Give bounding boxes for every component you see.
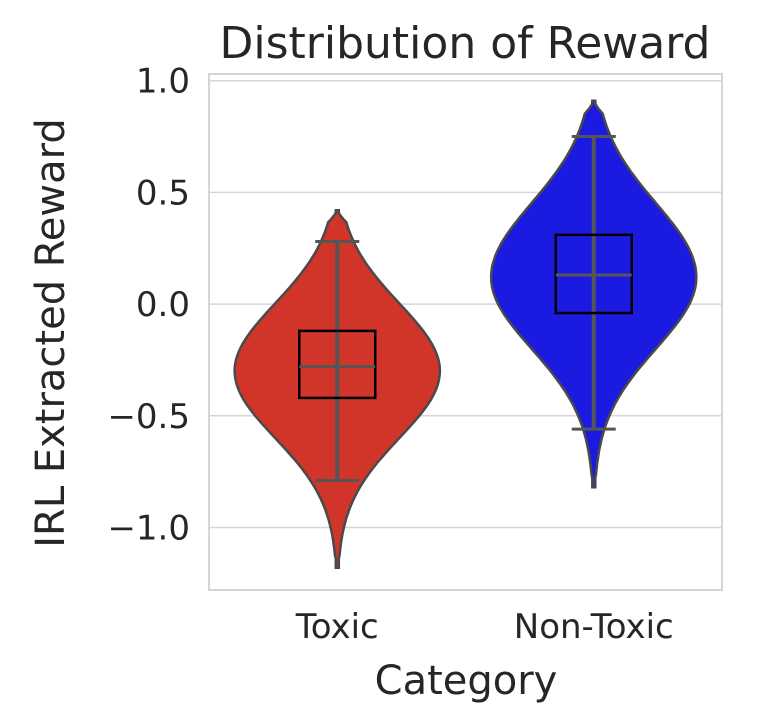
y-axis-label: IRL Extracted Reward <box>28 118 74 548</box>
plot-frame <box>208 73 723 591</box>
x-axis-label: Category <box>375 658 558 704</box>
plot-area: 1.0 0.5 0.0 −0.5 −1.0 Toxic Non-Toxic <box>107 62 723 647</box>
y-tick-label: 0.5 <box>136 173 190 213</box>
y-tick-label: −0.5 <box>107 397 190 437</box>
x-tick-label: Toxic <box>295 607 379 647</box>
y-tick-label: 0.0 <box>136 285 190 325</box>
y-tick-label: −1.0 <box>107 508 190 548</box>
iqr-box <box>298 329 377 400</box>
x-tick-label: Non-Toxic <box>514 607 674 647</box>
chart-title: Distribution of Reward <box>220 18 711 69</box>
y-tick-label: 1.0 <box>136 62 190 102</box>
